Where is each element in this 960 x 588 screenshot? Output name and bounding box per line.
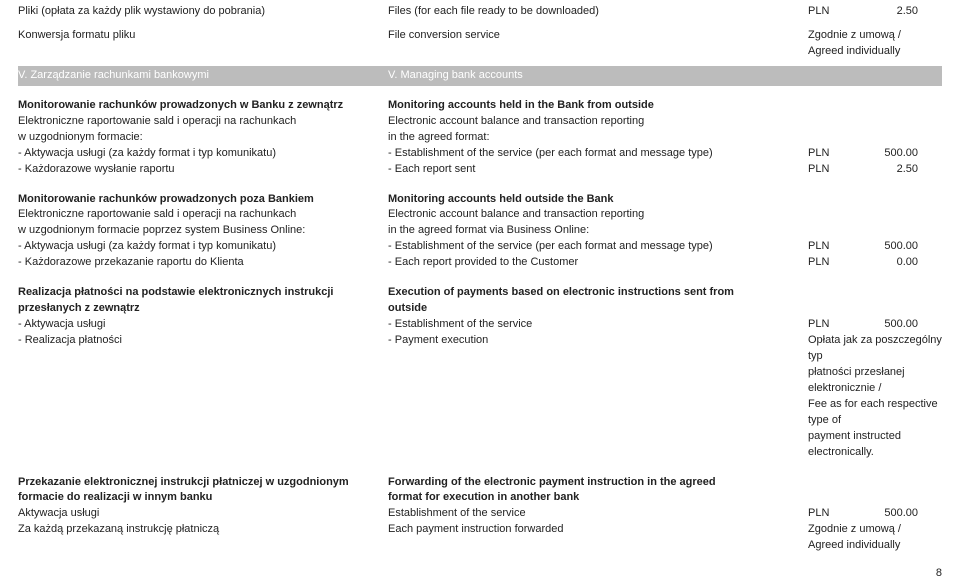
cell-pl: Przekazanie elektronicznej instrukcji pł… (18, 475, 388, 491)
cell-cur: PLN (808, 317, 848, 333)
cell-en: Payment execution (388, 333, 808, 365)
cell-en: File conversion service (388, 28, 808, 44)
cell-pl: w uzgodnionym formacie poprzez system Bu… (18, 223, 388, 239)
cell-right: płatności przesłanej elektronicznie / (808, 365, 942, 397)
cell-en: in the agreed format via Business Online… (388, 223, 808, 239)
s1-b: Każdorazowe wysłanie raportu Each report… (18, 162, 942, 178)
cell-val: 2.50 (848, 4, 918, 20)
s2-l2: w uzgodnionym formacie poprzez system Bu… (18, 223, 942, 239)
cell-right: Agreed individually (808, 538, 942, 554)
row-conversion-2: Agreed individually (18, 44, 942, 60)
s4-head1: Przekazanie elektronicznej instrukcji pł… (18, 475, 942, 491)
cell-pl: Realizacja płatności na podstawie elektr… (18, 285, 388, 301)
s4-head2: formacie do realizacji w innym banku for… (18, 490, 942, 506)
cell-val: 2.50 (848, 162, 918, 178)
s4-a: Aktywacja usługi Establishment of the se… (18, 506, 942, 522)
s3-head1: Realizacja płatności na podstawie elektr… (18, 285, 942, 301)
cell-pl: Każdorazowe przekazanie raportu do Klien… (18, 255, 388, 271)
cell-en: Establishment of the service (388, 317, 808, 333)
cell-right: Opłata jak za poszczególny typ (808, 333, 942, 365)
cell-pl: Każdorazowe wysłanie raportu (18, 162, 388, 178)
cell-en: Monitoring accounts held in the Bank fro… (388, 98, 808, 114)
cell-pl: Pliki (opłata za każdy plik wystawiony d… (18, 4, 388, 20)
cell-en: Electronic account balance and transacti… (388, 207, 808, 223)
cell-val: 500.00 (848, 239, 918, 255)
s1-head: Monitorowanie rachunków prowadzonych w B… (18, 98, 942, 114)
row-files: Pliki (opłata za każdy plik wystawiony d… (18, 4, 942, 20)
cell-pl: Aktywacja usługi (za każdy format i typ … (18, 146, 388, 162)
cell-cur: PLN (808, 4, 848, 20)
cell-pl: Realizacja płatności (18, 333, 388, 365)
cell-pl: Aktywacja usługi (za każdy format i typ … (18, 239, 388, 255)
cell-pl: formacie do realizacji w innym banku (18, 490, 388, 506)
s2-head: Monitorowanie rachunków prowadzonych poz… (18, 192, 942, 208)
s4-b: Za każdą przekazaną instrukcję płatniczą… (18, 522, 942, 538)
cell-right: Zgodnie z umową / (808, 522, 942, 538)
cell-pl: Za każdą przekazaną instrukcję płatniczą (18, 522, 388, 538)
cell-cur: PLN (808, 162, 848, 178)
cell-pl: w uzgodnionym formacie: (18, 130, 388, 146)
cell-en: Each payment instruction forwarded (388, 522, 808, 538)
cell-right: payment instructed electronically. (808, 429, 942, 461)
s3-rt3: Fee as for each respective type of (18, 397, 942, 429)
cell-right: Fee as for each respective type of (808, 397, 942, 429)
header-en: V. Managing bank accounts (388, 68, 808, 84)
s1-l2: w uzgodnionym formacie: in the agreed fo… (18, 130, 942, 146)
page-number: 8 (936, 566, 942, 582)
cell-pl: Monitorowanie rachunków prowadzonych w B… (18, 98, 388, 114)
section-header: V. Zarządzanie rachunkami bankowymi V. M… (18, 66, 942, 86)
cell-pl: przesłanych z zewnątrz (18, 301, 388, 317)
s3-head2: przesłanych z zewnątrz outside (18, 301, 942, 317)
header-pl: V. Zarządzanie rachunkami bankowymi (18, 68, 388, 84)
cell-en: Establishment of the service (per each f… (388, 146, 808, 162)
cell-en: format for execution in another bank (388, 490, 808, 506)
cell-en: Forwarding of the electronic payment ins… (388, 475, 808, 491)
cell-pl: Elektroniczne raportowanie sald i operac… (18, 114, 388, 130)
s2-b: Każdorazowe przekazanie raportu do Klien… (18, 255, 942, 271)
s3-b: Realizacja płatności Payment execution O… (18, 333, 942, 365)
cell-cur: PLN (808, 146, 848, 162)
cell-right: Agreed individually (808, 44, 942, 60)
cell-pl: Elektroniczne raportowanie sald i operac… (18, 207, 388, 223)
cell-en: Execution of payments based on electroni… (388, 285, 808, 301)
cell-en: in the agreed format: (388, 130, 808, 146)
s1-a: Aktywacja usługi (za każdy format i typ … (18, 146, 942, 162)
cell-en: Each report sent (388, 162, 808, 178)
cell-right: Zgodnie z umową / (808, 28, 942, 44)
cell-en: Establishment of the service (388, 506, 808, 522)
s3-rt2: płatności przesłanej elektronicznie / (18, 365, 942, 397)
cell-cur: PLN (808, 239, 848, 255)
cell-cur: PLN (808, 506, 848, 522)
cell-pl: Konwersja formatu pliku (18, 28, 388, 44)
cell-val: 500.00 (848, 146, 918, 162)
cell-en: Electronic account balance and transacti… (388, 114, 808, 130)
cell-val: 500.00 (848, 317, 918, 333)
cell-en: Monitoring accounts held outside the Ban… (388, 192, 808, 208)
s2-l1: Elektroniczne raportowanie sald i operac… (18, 207, 942, 223)
cell-pl: Monitorowanie rachunków prowadzonych poz… (18, 192, 388, 208)
s3-rt4: payment instructed electronically. (18, 429, 942, 461)
s2-a: Aktywacja usługi (za każdy format i typ … (18, 239, 942, 255)
cell-val: 0.00 (848, 255, 918, 271)
cell-pl: Aktywacja usługi (18, 317, 388, 333)
cell-en: Each report provided to the Customer (388, 255, 808, 271)
s4-rt2: Agreed individually (18, 538, 942, 554)
cell-en: Files (for each file ready to be downloa… (388, 4, 808, 20)
cell-en: Establishment of the service (per each f… (388, 239, 808, 255)
row-conversion: Konwersja formatu pliku File conversion … (18, 28, 942, 44)
cell-en: outside (388, 301, 808, 317)
cell-pl: Aktywacja usługi (18, 506, 388, 522)
cell-val: 500.00 (848, 506, 918, 522)
s3-a: Aktywacja usługi Establishment of the se… (18, 317, 942, 333)
cell-cur: PLN (808, 255, 848, 271)
s1-l1: Elektroniczne raportowanie sald i operac… (18, 114, 942, 130)
